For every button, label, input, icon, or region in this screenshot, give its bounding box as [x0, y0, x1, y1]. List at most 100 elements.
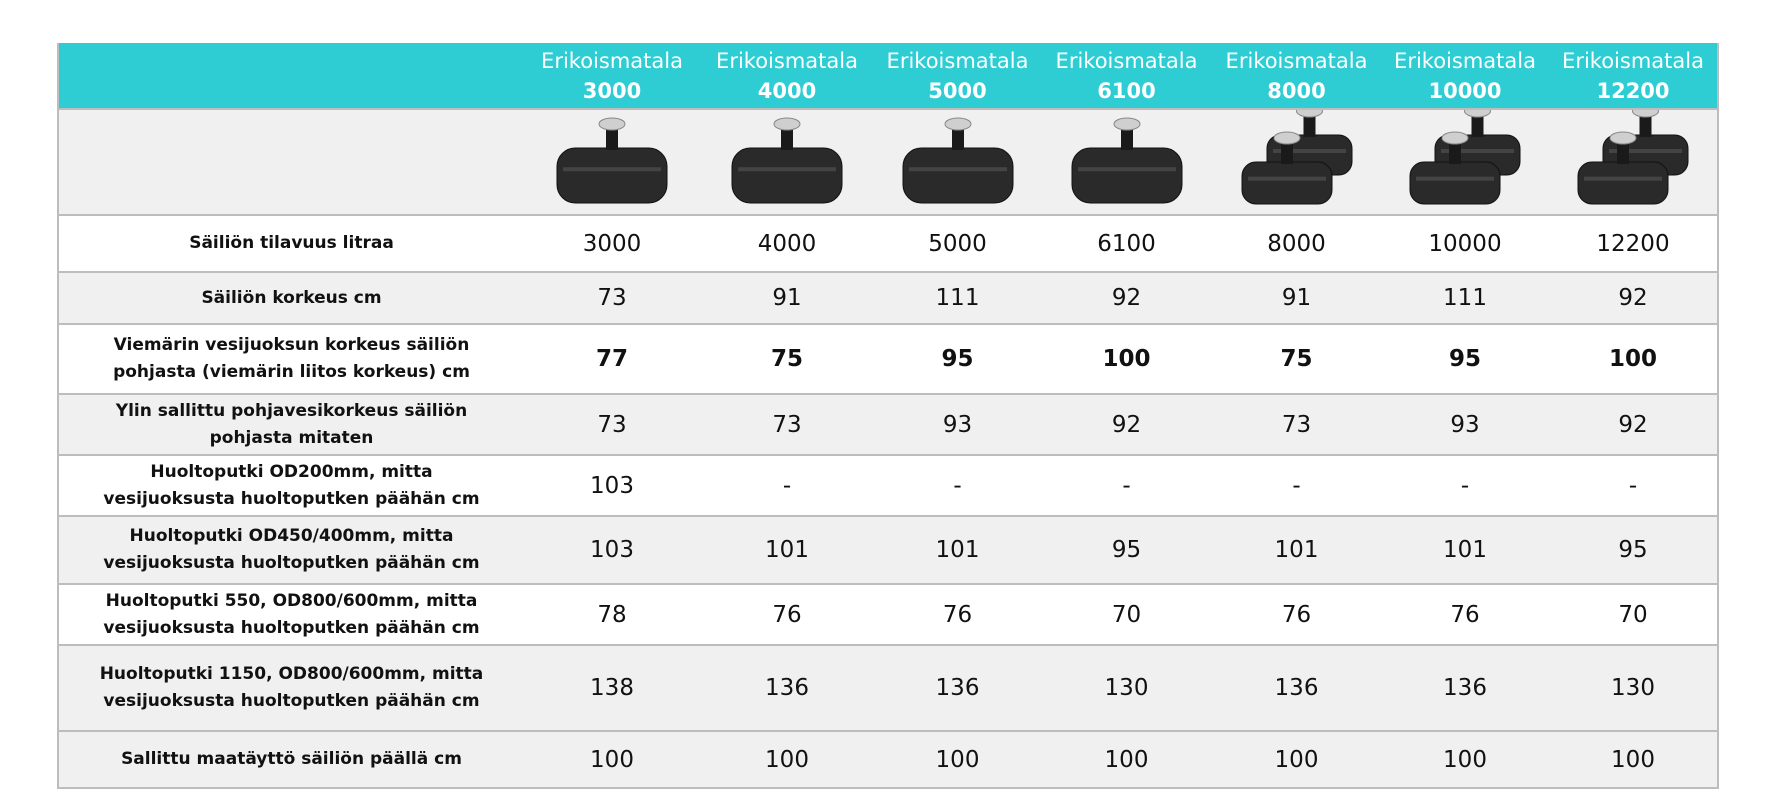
- cell-value: 92: [1041, 271, 1212, 325]
- cell-value: 91: [1212, 271, 1381, 325]
- column-model: 5000: [928, 78, 987, 103]
- column-header: Erikoismatala 10000: [1381, 43, 1549, 110]
- header-row: Erikoismatala 3000 Erikoismatala 4000 Erikoi…: [58, 43, 1718, 110]
- cell-value: 136: [1381, 644, 1549, 732]
- column-name: Erikoismatala: [716, 48, 858, 73]
- cell-value: 92: [1041, 393, 1212, 456]
- tank-cell: [1381, 104, 1549, 216]
- cell-value: -: [874, 454, 1041, 517]
- row-label: Huoltoputki 1150, OD800/600mm, mitta ves…: [58, 644, 524, 732]
- cell-value: -: [1381, 454, 1549, 517]
- header-empty: [58, 43, 524, 110]
- cell-value: 95: [1549, 515, 1718, 585]
- tank-rib: [1247, 176, 1326, 181]
- cell-value: 130: [1041, 644, 1212, 732]
- cell-value: 73: [700, 393, 874, 456]
- tank-image: [902, 117, 1013, 204]
- tank-body: [902, 147, 1013, 204]
- cell-value: 101: [700, 515, 874, 585]
- tank-shaft: [951, 126, 964, 150]
- tank-cap: [1464, 104, 1491, 118]
- tank-cell: [874, 108, 1041, 216]
- tank-cell: [1212, 104, 1381, 216]
- cell-value: 95: [1041, 515, 1212, 585]
- tank-image: [1241, 104, 1352, 205]
- column-model: 8000: [1267, 78, 1326, 103]
- spec-table: Erikoismatala 3000 Erikoismatala 4000 Erikoi…: [57, 43, 1719, 789]
- tank-rib: [1584, 176, 1662, 181]
- tank-cap: [1441, 131, 1469, 145]
- data-row: Säiliön korkeus cm 73 91 111 92 91 111 92: [58, 271, 1718, 325]
- tank-cap: [1609, 131, 1637, 145]
- cell-value: 136: [874, 644, 1041, 732]
- cell-value: 70: [1549, 583, 1718, 646]
- cell-value: 92: [1549, 271, 1718, 325]
- column-header: Erikoismatala 3000: [524, 43, 700, 110]
- column-header: Erikoismatala 12200: [1549, 43, 1718, 110]
- row-label: Sallittu maatäyttö säiliön päällä cm: [58, 730, 524, 789]
- column-model: 3000: [582, 78, 642, 103]
- tank-image: [731, 117, 843, 204]
- data-row: Viemärin vesijuoksun korkeus säiliön poh…: [58, 323, 1718, 395]
- cell-value: -: [1212, 454, 1381, 517]
- tank-rib: [1609, 149, 1682, 153]
- cell-value: 100: [874, 730, 1041, 789]
- cell-value: 3000: [524, 214, 700, 273]
- cell-value: 100: [700, 730, 874, 789]
- cell-value: 73: [524, 271, 700, 325]
- column-model: 6100: [1097, 78, 1156, 103]
- tank-body: [1241, 161, 1332, 205]
- tank-shaft: [1120, 126, 1133, 150]
- tank-rib: [738, 167, 836, 172]
- column-name: Erikoismatala: [1055, 48, 1198, 73]
- tank-image: [1071, 117, 1182, 204]
- cell-value: 93: [874, 393, 1041, 456]
- tank-image: [556, 117, 668, 204]
- tank-image: [1409, 104, 1521, 205]
- data-row: Huoltoputki 550, OD800/600mm, mitta vesi…: [58, 583, 1718, 646]
- tank-rib: [908, 167, 1007, 172]
- column-model: 12200: [1596, 78, 1670, 103]
- cell-value: 130: [1549, 644, 1718, 732]
- row-label: Huoltoputki OD450/400mm, mitta vesijuoks…: [58, 515, 524, 585]
- cell-value: 6100: [1041, 214, 1212, 273]
- column-name: Erikoismatala: [886, 48, 1029, 73]
- tank-rib: [1077, 167, 1176, 172]
- cell-value: 100: [1212, 730, 1381, 789]
- tank-rib: [1416, 176, 1494, 181]
- tank-body: [1071, 147, 1182, 204]
- cell-value: 95: [1381, 323, 1549, 395]
- tank-rib: [1272, 149, 1346, 153]
- cell-value: 111: [874, 271, 1041, 325]
- cell-value: 100: [1549, 323, 1718, 395]
- tank-shaft: [1639, 113, 1652, 137]
- row-label: Säiliön tilavuus litraa: [58, 214, 524, 273]
- cell-value: 95: [874, 323, 1041, 395]
- tank-body: [556, 147, 668, 204]
- spec-table-wrap: Erikoismatala 3000 Erikoismatala 4000 Erikoi…: [57, 43, 1719, 789]
- column-header: Erikoismatala 5000: [874, 43, 1041, 110]
- tank-body: [1577, 161, 1669, 205]
- tank-cell: [700, 108, 874, 216]
- column-name: Erikoismatala: [1562, 48, 1704, 73]
- row-label: Huoltoputki OD200mm, mitta vesijuoksusta…: [58, 454, 524, 517]
- tank-cap: [1295, 104, 1323, 118]
- tank-shaft: [781, 126, 793, 150]
- cell-value: 75: [1212, 323, 1381, 395]
- cell-value: 92: [1549, 393, 1718, 456]
- cell-value: 76: [1212, 583, 1381, 646]
- cell-value: 101: [874, 515, 1041, 585]
- tank-rib: [1441, 149, 1514, 153]
- tank-cap: [598, 117, 626, 131]
- cell-value: 73: [524, 393, 700, 456]
- tank-body: [731, 147, 843, 204]
- cell-value: 100: [1549, 730, 1718, 789]
- tank-cap: [944, 117, 971, 131]
- cell-value: 101: [1381, 515, 1549, 585]
- cell-value: 70: [1041, 583, 1212, 646]
- data-row: Sallittu maatäyttö säiliön päällä cm 100 1…: [58, 730, 1718, 789]
- row-label: Ylin sallittu pohjavesikorkeus säiliön p…: [58, 393, 524, 456]
- column-model: 10000: [1428, 78, 1502, 103]
- image-row: [58, 104, 1718, 216]
